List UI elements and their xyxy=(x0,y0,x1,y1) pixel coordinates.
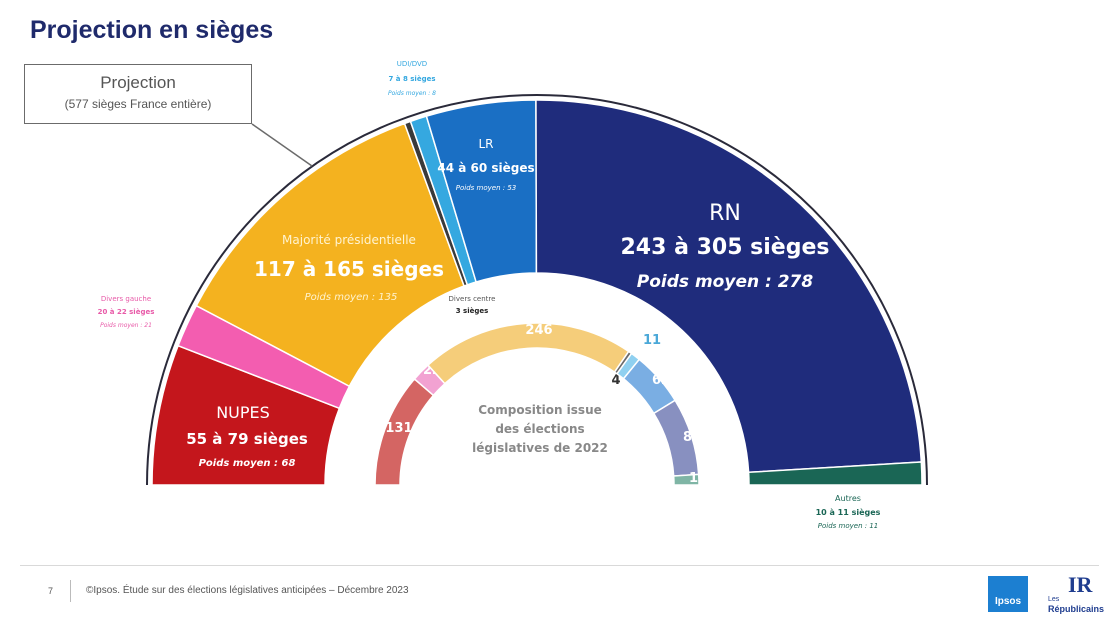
label-lr-range: 44 à 60 sièges xyxy=(437,161,534,175)
label-udi-name: UDI/DVD xyxy=(397,60,427,68)
label-rn-name: RN xyxy=(709,201,741,226)
projection-subtitle: (577 sièges France entière) xyxy=(64,97,212,111)
inner-caption-line1: Composition issue xyxy=(478,403,602,417)
footer-text: ©Ipsos. Étude sur des élections législat… xyxy=(86,585,409,596)
label-lr-name: LR xyxy=(478,137,493,151)
inner-caption-line3: législatives de 2022 xyxy=(472,441,608,455)
ipsos-logo: Ipsos xyxy=(988,576,1028,612)
inner-slice-12 xyxy=(672,473,700,486)
label-nupes-mean: Poids moyen : 68 xyxy=(199,458,296,469)
label-majorite-mean: Poids moyen : 135 xyxy=(305,292,398,303)
footer-divider xyxy=(20,565,1099,566)
footer-separator xyxy=(70,580,71,602)
lr-logo-line2: Républicains xyxy=(1048,604,1105,614)
label-rn-mean: Poids moyen : 278 xyxy=(637,272,814,292)
lr-logo-line1: Les xyxy=(1048,596,1060,603)
projection-leader-line xyxy=(251,123,313,167)
slice-majorite-presidentielle xyxy=(195,122,466,388)
label-nupes-name: NUPES xyxy=(216,403,270,422)
inner-label-11: 11 xyxy=(643,333,661,348)
ipsos-logo-text: Ipsos xyxy=(994,596,1022,607)
label-lr-mean: Poids moyen : 53 xyxy=(456,184,516,192)
inner-label-62: 62 xyxy=(652,373,670,388)
les-republicains-logo: IR Les Républicains xyxy=(1046,572,1116,616)
label-autres-mean: Poids moyen : 11 xyxy=(818,522,878,530)
projection-box: Projection (577 sièges France entière) xyxy=(24,64,252,124)
inner-label-246: 246 xyxy=(525,323,552,338)
footer-page-number: 7 xyxy=(48,586,54,596)
label-divers-gauche-mean: Poids moyen : 21 xyxy=(100,322,152,329)
lr-logo-mark: IR xyxy=(1068,572,1093,597)
slice-autres xyxy=(747,461,923,486)
page-title: Projection en sièges xyxy=(30,16,274,44)
inner-label-12: 12 xyxy=(689,471,707,486)
inner-label-4: 4 xyxy=(611,373,620,388)
label-divers-centre-name: Divers centre xyxy=(449,295,496,303)
label-majorite-name: Majorité présidentielle xyxy=(282,233,416,247)
label-divers-centre-range: 3 sièges xyxy=(456,307,489,315)
label-majorite-range: 117 à 165 sièges xyxy=(254,257,444,281)
label-divers-gauche-name: Divers gauche xyxy=(101,295,151,303)
inner-label-131: 131 xyxy=(385,421,412,436)
label-divers-gauche-range: 20 à 22 sièges xyxy=(98,308,155,316)
projection-title: Projection xyxy=(100,73,176,92)
label-nupes-range: 55 à 79 sièges xyxy=(186,430,308,448)
inner-label-89: 89 xyxy=(683,430,701,445)
inner-caption-line2: des élections xyxy=(495,422,584,436)
label-autres-range: 10 à 11 sièges xyxy=(816,507,881,517)
label-udi-range: 7 à 8 sièges xyxy=(388,75,435,83)
slice-rn xyxy=(535,99,923,474)
outer-arc-line xyxy=(146,94,928,486)
label-udi-mean: Poids moyen : 8 xyxy=(388,90,436,97)
label-autres-name: Autres xyxy=(835,494,861,503)
label-rn-range: 243 à 305 sièges xyxy=(621,235,830,260)
